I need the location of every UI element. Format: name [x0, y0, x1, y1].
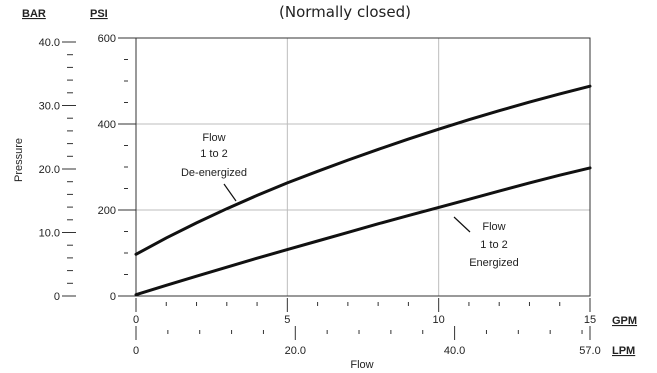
lpm-tick-label: 40.0: [444, 345, 465, 357]
lpm-tick-label: 0: [133, 345, 139, 357]
gpm-tick-label: 10: [433, 314, 445, 326]
series-line-de-energized: [134, 84, 592, 256]
bar-tick-label: 30.0: [39, 101, 60, 113]
series-label-energized: Flow: [482, 221, 505, 233]
psi-tick-label: 200: [98, 205, 116, 217]
chart-title: (Normally closed): [279, 3, 411, 21]
x-unit-lpm: LPM: [612, 345, 635, 357]
psi-tick-label: 600: [98, 33, 116, 45]
lpm-tick-label: 20.0: [285, 345, 306, 357]
leader-line-de-energized: [223, 183, 237, 202]
axes: 0 200 400 600 0 10.0 20.0 30.0 40.0 0 5 10 15 0 20.0 40…: [39, 33, 601, 357]
bar-tick-label: 10.0: [39, 228, 60, 240]
psi-tick-label: 400: [98, 119, 116, 131]
bar-tick-label: 20.0: [39, 164, 60, 176]
series-line-energized: [134, 166, 592, 297]
gpm-tick-label: 0: [133, 314, 139, 326]
gpm-tick-label: 5: [284, 314, 290, 326]
psi-tick-label: 0: [110, 291, 116, 303]
y-axis-label: Pressure: [13, 138, 25, 182]
x-axis-label: Flow: [350, 359, 373, 371]
gpm-tick-label: 15: [584, 314, 596, 326]
series-label-energized: Energized: [469, 257, 519, 269]
lpm-tick-label: 57.0: [579, 345, 600, 357]
series-label-energized: 1 to 2: [480, 239, 508, 251]
y-unit-psi: PSI: [90, 8, 108, 20]
y-unit-bar: BAR: [22, 8, 46, 20]
series: [134, 84, 592, 297]
series-label-de-energized: 1 to 2: [200, 148, 228, 160]
series-label-de-energized: Flow: [202, 132, 225, 144]
bar-tick-label: 40.0: [39, 37, 60, 49]
grid: [136, 38, 590, 296]
x-unit-gpm: GPM: [612, 315, 637, 327]
series-annotations: Flow 1 to 2 De-energized Flow 1 to 2 Energize…: [181, 132, 519, 269]
leader-line-energized: [453, 216, 471, 233]
bar-tick-label: 0: [54, 291, 60, 303]
series-label-de-energized: De-energized: [181, 167, 247, 179]
